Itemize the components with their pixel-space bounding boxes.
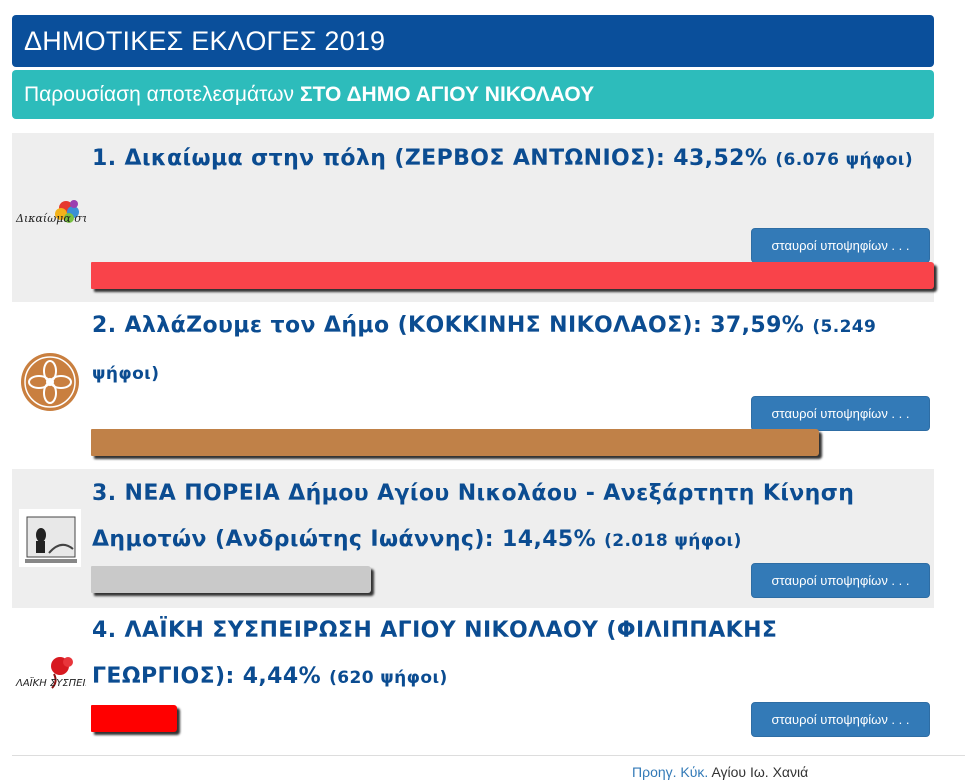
party-votes-3: (2.018 ψήφοι) — [604, 531, 742, 551]
candidates-button-2[interactable]: σταυροί υποψηφίων . . . — [751, 396, 930, 431]
party-result-text-4: 4. ΛΑΪΚΗ ΣΥΣΠΕΙΡΩΣΗ ΑΓΙΟΥ ΝΙΚΟΛΑΟΥ (ΦΙΛΙ… — [92, 608, 922, 701]
result-row-3: 3. ΝΕΑ ΠΟΡΕΙΑ Δήμου Αγίου Νικολάου - Ανε… — [12, 469, 934, 608]
page-title: ΔΗΜΟΤΙΚΕΣ ΕΚΛΟΓΕΣ 2019 — [24, 25, 386, 56]
footer-link[interactable]: Προηγ. Κύκ. — [632, 764, 709, 780]
subheader-municipality: ΣΤΟ ΔΗΜΟ ΑΓΙΟΥ ΝΙΚΟΛΑΟΥ — [300, 82, 595, 106]
result-row-1: Δικαίωμα στην πόλη 1. Δικαίωμα στην πόλη… — [12, 133, 934, 302]
footer-nav: Προηγ. Κύκ. Αγίου Ιω. Χανιά — [632, 764, 808, 780]
party-votes-1: (6.076 ψήφοι) — [775, 150, 914, 170]
page-header: ΔΗΜΟΤΙΚΕΣ ΕΚΛΟΓΕΣ 2019 — [12, 15, 934, 67]
candidates-button-1[interactable]: σταυροί υποψηφίων . . . — [751, 228, 930, 263]
result-bar-2 — [91, 429, 819, 456]
candidates-button-4[interactable]: σταυροί υποψηφίων . . . — [751, 702, 930, 737]
party-result-text-2: 2. ΑλλάΖουμε τον Δήμο (ΚΟΚΚΙΝΗΣ ΝΙΚΟΛΑΟΣ… — [92, 303, 922, 397]
party-logo-1: Δικαίωμα στην πόλη — [12, 188, 88, 248]
result-row-4: ΛΑΪΚΗ ΣΥΣΠΕΙΡΩΣΗ 4. ΛΑΪΚΗ ΣΥΣΠΕΙΡΩΣΗ ΑΓΙ… — [12, 608, 934, 748]
result-bar-3 — [91, 566, 371, 593]
result-bar-1 — [91, 262, 934, 289]
party-logo-2 — [12, 352, 88, 412]
party-label-2: 2. ΑλλάΖουμε τον Δήμο (ΚΟΚΚΙΝΗΣ ΝΙΚΟΛΑΟΣ… — [92, 313, 805, 338]
results-subheader: Παρουσίαση αποτελεσμάτων ΣΤΟ ΔΗΜΟ ΑΓΙΟΥ … — [12, 70, 934, 119]
party-result-text-3: 3. ΝΕΑ ΠΟΡΕΙΑ Δήμου Αγίου Νικολάου - Ανε… — [92, 471, 922, 564]
candidates-button-3[interactable]: σταυροί υποψηφίων . . . — [751, 563, 930, 598]
logo-text-4: ΛΑΪΚΗ ΣΥΣΠΕΙΡΩΣΗ — [15, 676, 86, 689]
party-result-text-1: 1. Δικαίωμα στην πόλη (ΖΕΡΒΟΣ ΑΝΤΩΝΙΟΣ):… — [92, 136, 922, 183]
party-votes-4: (620 ψήφοι) — [329, 668, 448, 688]
footer-rest: Αγίου Ιω. Χανιά — [711, 764, 809, 780]
party-label-4: 4. ΛΑΪΚΗ ΣΥΣΠΕΙΡΩΣΗ ΑΓΙΟΥ ΝΙΚΟΛΑΟΥ (ΦΙΛΙ… — [92, 618, 778, 689]
result-bar-4 — [91, 705, 177, 732]
party-logo-4: ΛΑΪΚΗ ΣΥΣΠΕΙΡΩΣΗ — [12, 646, 88, 706]
result-row-2: 2. ΑλλάΖουμε τον Δήμο (ΚΟΚΚΙΝΗΣ ΝΙΚΟΛΑΟΣ… — [12, 302, 934, 469]
footer-divider — [12, 755, 965, 756]
party-logo-3 — [12, 508, 88, 568]
party-votes-2: (5.249 ψήφοι) — [92, 317, 877, 384]
party-label-3: 3. ΝΕΑ ΠΟΡΕΙΑ Δήμου Αγίου Νικολάου - Ανε… — [92, 481, 855, 552]
logo-text-1: Δικαίωμα στην πόλη — [15, 212, 86, 225]
subheader-prefix: Παρουσίαση αποτελεσμάτων — [24, 82, 294, 106]
party-label-1: 1. Δικαίωμα στην πόλη (ΖΕΡΒΟΣ ΑΝΤΩΝΙΟΣ):… — [92, 146, 768, 171]
